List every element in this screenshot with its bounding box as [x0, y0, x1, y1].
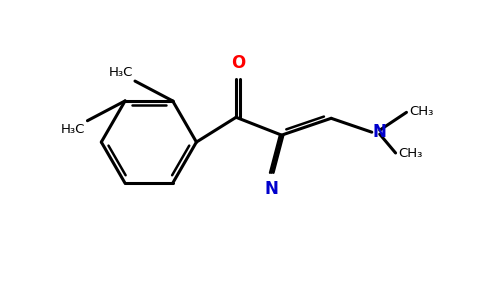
- Text: O: O: [231, 54, 245, 72]
- Text: N: N: [265, 180, 279, 198]
- Text: N: N: [373, 123, 387, 141]
- Text: CH₃: CH₃: [398, 148, 423, 160]
- Text: CH₃: CH₃: [409, 105, 434, 118]
- Text: H₃C: H₃C: [61, 123, 86, 136]
- Text: H₃C: H₃C: [108, 66, 133, 79]
